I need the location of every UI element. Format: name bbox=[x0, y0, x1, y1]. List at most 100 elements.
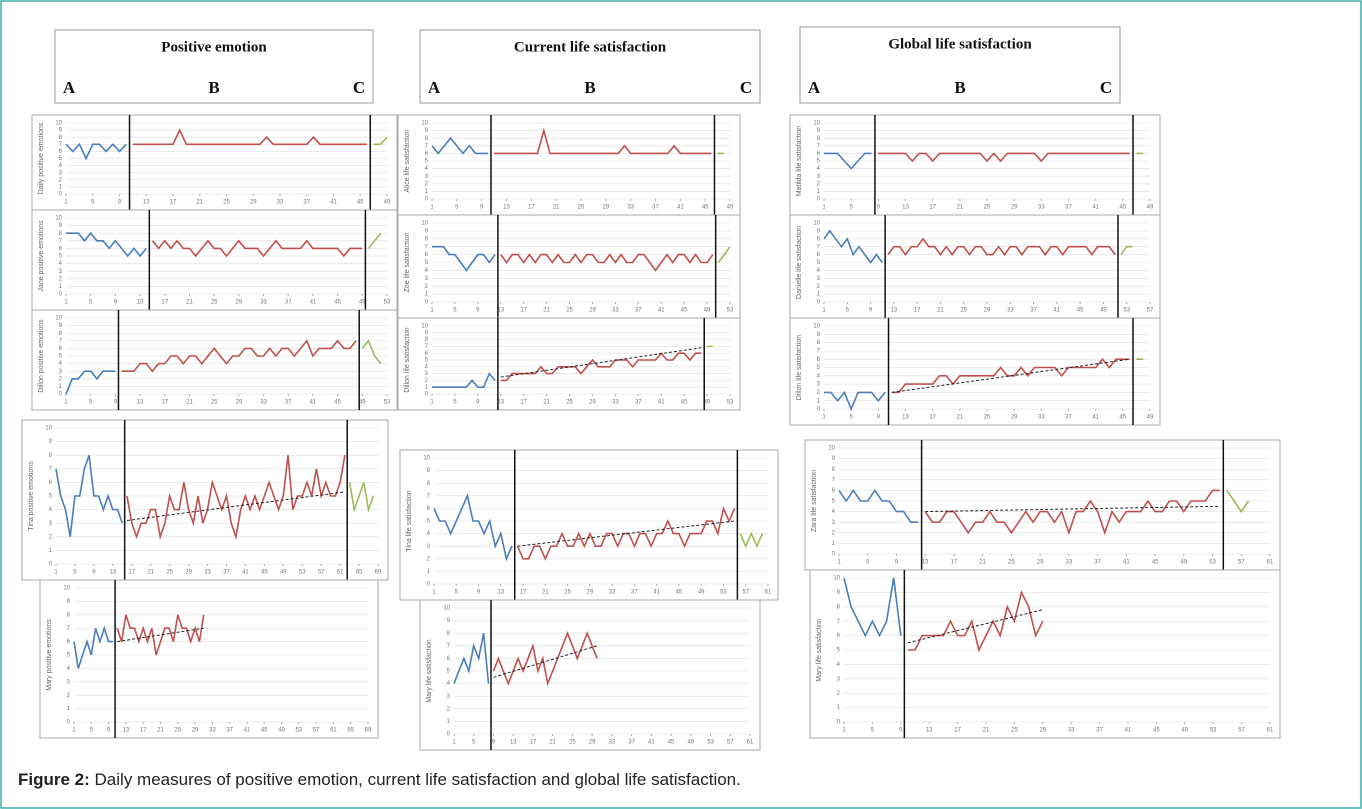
y-tick-label: 4 bbox=[447, 681, 451, 687]
x-tick-label: 17 bbox=[929, 205, 936, 211]
x-tick-label: 9 bbox=[477, 590, 481, 596]
x-tick-label: 21 bbox=[157, 728, 164, 734]
x-tick-label: 45 bbox=[1152, 560, 1159, 566]
x-tick-label: 33 bbox=[1066, 560, 1073, 566]
x-tick-label: 33 bbox=[1007, 308, 1014, 314]
x-tick-label: 33 bbox=[1068, 728, 1075, 734]
phase-label: B bbox=[584, 78, 595, 97]
y-tick-label: 3 bbox=[59, 269, 63, 275]
x-tick-label: 45 bbox=[261, 728, 268, 734]
phase-line bbox=[151, 239, 363, 258]
x-tick-label: 41 bbox=[658, 308, 665, 314]
y-tick-label: 9 bbox=[425, 128, 429, 134]
x-tick-label: 53 bbox=[299, 570, 306, 576]
x-tick-label: 29 bbox=[1039, 728, 1046, 734]
x-tick-label: 5 bbox=[472, 740, 476, 746]
phase-label: A bbox=[63, 78, 76, 97]
x-tick-label: 9 bbox=[114, 300, 118, 306]
y-tick-label: 4 bbox=[67, 666, 71, 672]
phase-line bbox=[126, 455, 346, 540]
y-tick-label: 1 bbox=[425, 292, 429, 298]
x-tick-label: 29 bbox=[1011, 205, 1018, 211]
x-tick-label: 13 bbox=[497, 308, 504, 314]
phase-line bbox=[361, 339, 382, 365]
x-tick-label: 53 bbox=[1210, 728, 1217, 734]
x-tick-label: 13 bbox=[497, 400, 504, 406]
y-tick-label: 3 bbox=[447, 694, 451, 700]
y-tick-label: 2 bbox=[59, 177, 63, 183]
x-tick-label: 29 bbox=[984, 308, 991, 314]
x-tick-label: 9 bbox=[476, 400, 480, 406]
y-tick-label: 8 bbox=[427, 481, 431, 487]
x-tick-label: 5 bbox=[91, 200, 95, 206]
header-box bbox=[419, 29, 761, 104]
phase-line bbox=[432, 245, 496, 272]
phase-line bbox=[838, 488, 918, 523]
x-tick-label: 33 bbox=[612, 400, 619, 406]
y-tick-label: 3 bbox=[832, 520, 836, 526]
x-tick-label: 13 bbox=[143, 200, 150, 206]
y-tick-label: 10 bbox=[63, 586, 70, 592]
phase-line bbox=[433, 493, 513, 562]
x-tick-label: 9 bbox=[869, 308, 873, 314]
y-tick-label: 10 bbox=[813, 221, 820, 227]
x-tick-label: 37 bbox=[1030, 308, 1037, 314]
y-tick-label: 5 bbox=[837, 648, 841, 654]
x-tick-label: 1 bbox=[64, 200, 68, 206]
x-tick-label: 5 bbox=[89, 400, 93, 406]
y-tick-label: 5 bbox=[59, 254, 63, 260]
x-tick-label: 9 bbox=[92, 570, 96, 576]
y-axis-label: Tina positive emotions bbox=[28, 461, 35, 531]
y-tick-label: 3 bbox=[425, 174, 429, 180]
y-tick-label: 9 bbox=[427, 468, 431, 474]
y-tick-label: 6 bbox=[447, 656, 451, 662]
x-tick-label: 37 bbox=[226, 728, 233, 734]
y-tick-label: 9 bbox=[817, 128, 821, 134]
header-box bbox=[799, 26, 1121, 104]
y-tick-label: 1 bbox=[59, 284, 63, 290]
x-tick-label: 37 bbox=[635, 400, 642, 406]
x-tick-label: 29 bbox=[192, 728, 199, 734]
x-tick-label: 9 bbox=[480, 205, 484, 211]
x-tick-label: 21 bbox=[543, 308, 550, 314]
y-tick-label: 9 bbox=[49, 439, 53, 445]
y-tick-label: 5 bbox=[67, 653, 71, 659]
x-tick-label: 53 bbox=[1123, 308, 1130, 314]
x-tick-label: 1 bbox=[432, 590, 436, 596]
y-tick-label: 6 bbox=[59, 149, 63, 155]
y-tick-label: 0 bbox=[817, 300, 821, 306]
y-tick-label: 6 bbox=[67, 639, 71, 645]
phase-line bbox=[500, 351, 702, 382]
y-tick-label: 1 bbox=[832, 541, 836, 547]
y-tick-label: 0 bbox=[425, 300, 429, 306]
y-tick-label: 6 bbox=[425, 351, 429, 357]
x-tick-label: 37 bbox=[1065, 415, 1072, 421]
x-tick-label: 61 bbox=[1267, 560, 1274, 566]
trend-line bbox=[117, 627, 204, 643]
x-tick-label: 49 bbox=[1147, 205, 1154, 211]
x-tick-label: 29 bbox=[236, 300, 243, 306]
x-tick-label: 21 bbox=[956, 415, 963, 421]
y-tick-label: 8 bbox=[59, 331, 63, 337]
x-tick-label: 17 bbox=[520, 590, 527, 596]
panel-box bbox=[399, 449, 779, 601]
x-tick-label: 49 bbox=[1181, 728, 1188, 734]
x-tick-label: 41 bbox=[658, 400, 665, 406]
y-axis-label: Mary life satisfaction bbox=[426, 639, 433, 703]
x-tick-label: 45 bbox=[1119, 415, 1126, 421]
y-tick-label: 10 bbox=[813, 121, 820, 127]
y-tick-label: 8 bbox=[817, 340, 821, 346]
phase-line bbox=[432, 372, 496, 388]
x-tick-label: 17 bbox=[140, 728, 147, 734]
y-tick-label: 2 bbox=[425, 378, 429, 384]
x-tick-label: 49 bbox=[384, 200, 391, 206]
x-tick-label: 49 bbox=[704, 400, 711, 406]
y-axis-label: Zoe life satisfaction bbox=[404, 232, 411, 292]
x-tick-label: 45 bbox=[681, 308, 688, 314]
y-tick-label: 7 bbox=[59, 142, 63, 148]
x-tick-label: 17 bbox=[929, 415, 936, 421]
y-tick-label: 1 bbox=[59, 384, 63, 390]
x-tick-label: 45 bbox=[334, 400, 341, 406]
x-tick-label: 45 bbox=[681, 400, 688, 406]
y-tick-label: 2 bbox=[425, 181, 429, 187]
